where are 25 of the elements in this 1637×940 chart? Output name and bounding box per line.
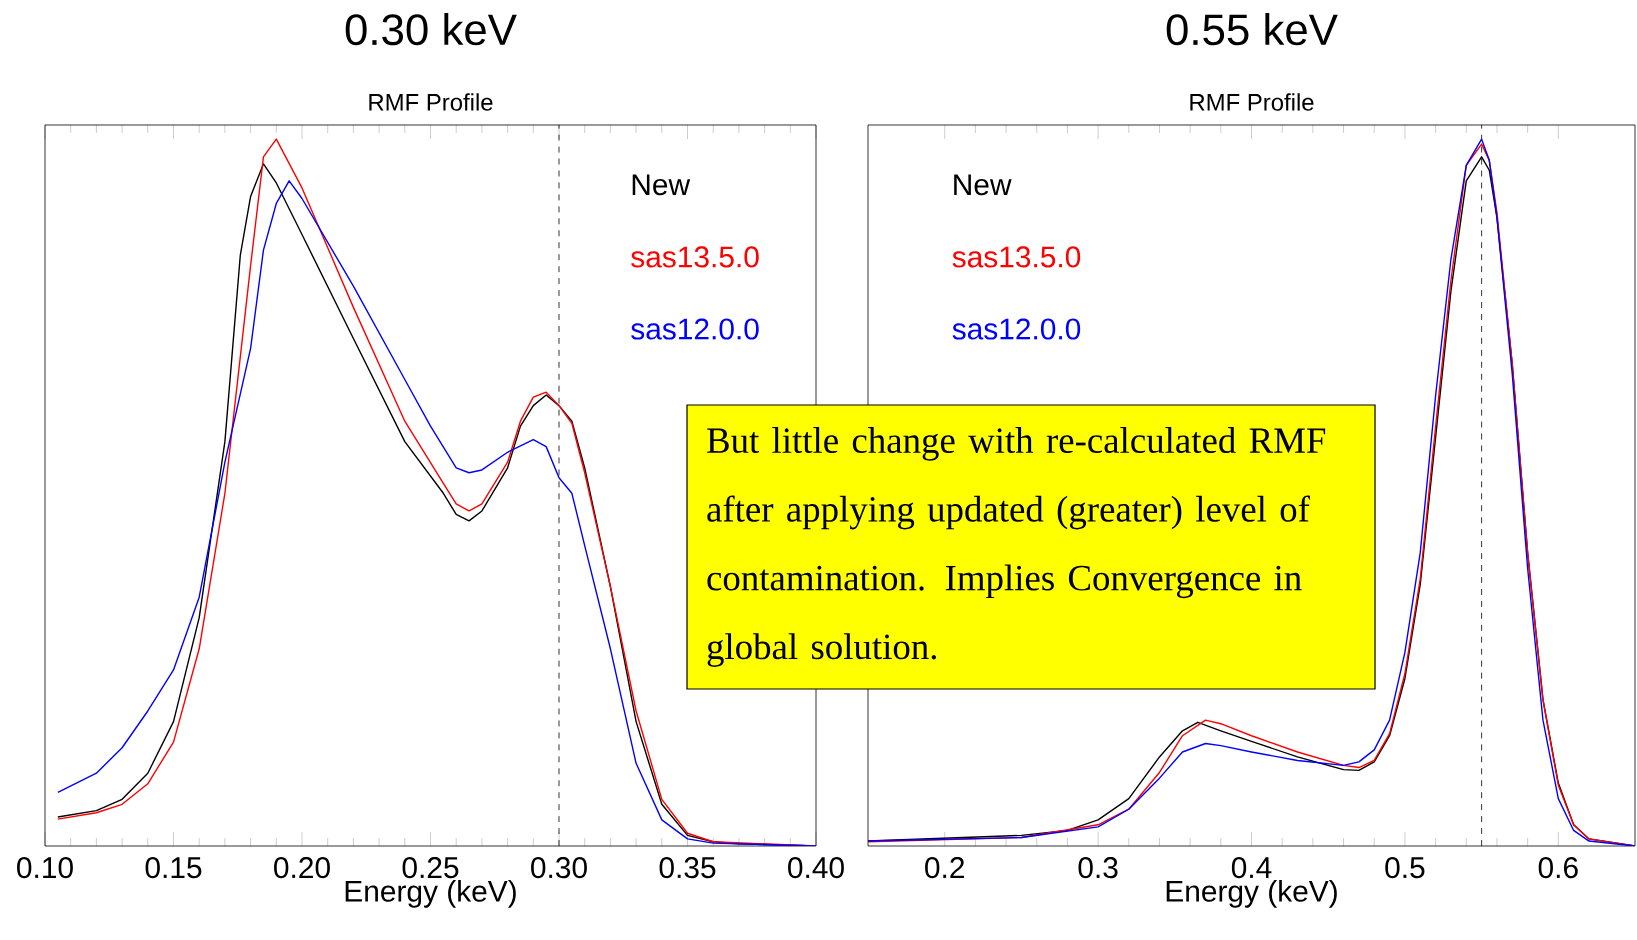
x-tick-label: 0.5 [1385,857,1425,879]
chart-subtitle: RMF Profile [369,93,493,111]
x-tick-label: 0.25 [402,857,459,879]
text: sas12.0.0 [952,318,1081,340]
chart-subtitle: RMF Profile [1190,93,1314,111]
x-tick-label: 0.20 [274,857,330,879]
text: New [954,174,1012,196]
x-tick-label: 0.3 [1078,857,1118,879]
x-tick-label: 0.2 [925,857,964,879]
x-tick-label: 0.40 [788,857,844,879]
x-tick-label: 0.30 [531,857,587,879]
annotation: But little change with re-calculated RMF after applying updated (greater) level of contamination. Implies Convergence in global solution. [707,427,1326,667]
x-tick-label: 0.4 [1231,857,1272,879]
text: New [632,174,691,196]
chart-title: 0.55 keV [1166,13,1338,46]
text: sas13.5.0 [952,246,1081,268]
x-tick-label: 0.15 [145,857,202,879]
x-tick-label: 0.6 [1538,857,1578,879]
x-tick-label: 0.35 [659,857,716,879]
x-axis-title: Energy (keV) [345,879,516,908]
chart-title: 0.30 keV [345,13,517,46]
x-tick-label: 0.10 [17,857,73,879]
text: sas12.0.0 [631,318,759,340]
x-axis-title: Energy (keV) [1166,879,1337,908]
text: sas13.5.0 [631,246,759,268]
